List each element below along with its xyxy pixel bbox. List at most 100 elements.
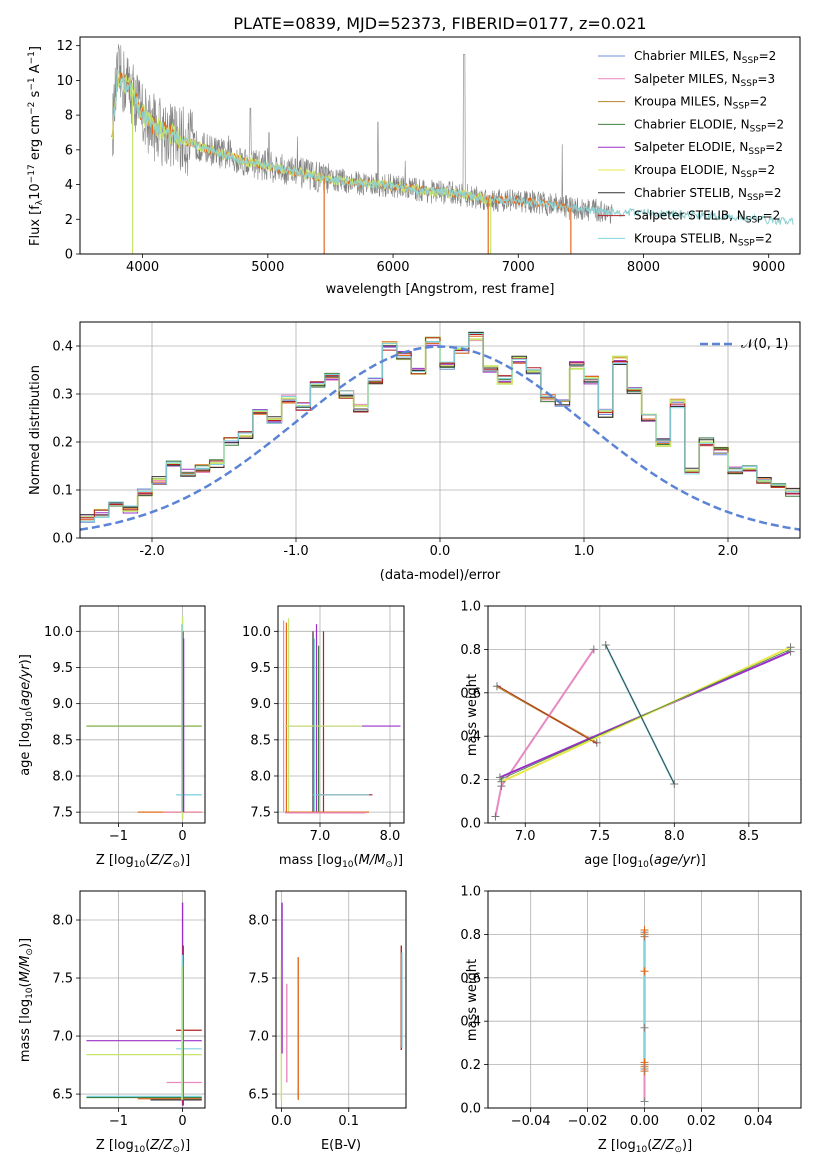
label-part: mass weight — [465, 959, 480, 1041]
label-part: 10 — [25, 987, 35, 999]
label-part: λ — [35, 199, 45, 205]
label-part: )] — [393, 853, 403, 868]
y-tick-label: 0.2 — [460, 773, 481, 788]
legend-sub: SSP — [738, 238, 755, 248]
residual-histogram-series — [80, 334, 800, 519]
x-tick-label: 8000 — [627, 260, 660, 275]
label-part: age [log — [584, 853, 637, 868]
x-tick-label: 0.0 — [430, 544, 451, 559]
axes-frame — [277, 605, 405, 824]
x-tick-label: 7.0 — [310, 829, 331, 844]
legend-suffix: =2 — [755, 231, 773, 245]
y-tick-label: 0.4 — [52, 340, 73, 355]
label-part: ( — [18, 706, 33, 711]
observed-spectrum-line — [112, 44, 613, 224]
normal-distribution-curve — [80, 345, 800, 531]
z-weight-point-marker — [640, 967, 649, 976]
x-tick-label: 8.0 — [380, 829, 401, 844]
label-part: ( — [145, 1138, 150, 1153]
age-weight-panel: 7.0 7.5 8.0 8.5 0.0 0.2 0.4 0.6 0.8 1.0 age [log10… — [460, 600, 802, 870]
x-tick-label: 5000 — [251, 260, 284, 275]
label-part: 10 — [134, 1145, 146, 1155]
plot-area — [86, 616, 202, 820]
label-part: age/yr — [18, 663, 33, 706]
y-tick-label: 0.1 — [52, 484, 73, 499]
label-part: )] — [180, 1138, 190, 1153]
label-part: 10 — [25, 711, 35, 723]
x-tick-label: 7.0 — [515, 829, 536, 844]
x-tick-label: 0.00 — [630, 1114, 659, 1129]
y-axis-label: Flux [fλ10−17 erg cm−2 s−1 A−1] — [27, 46, 45, 246]
legend-suffix: =2 — [766, 117, 784, 131]
legend-suffix: =2 — [763, 209, 781, 223]
y-tick-label: 6.5 — [52, 1088, 73, 1103]
label-part: Flux [f — [28, 205, 43, 246]
y-tick-label: 0 — [65, 248, 73, 263]
x-axis-label: wavelength [Angstrom, rest frame] — [326, 282, 555, 297]
y-tick-label: 10.0 — [44, 625, 73, 640]
y-tick-label: 10.0 — [242, 625, 271, 640]
y-tick-label: 0.8 — [460, 928, 481, 943]
plot-area — [280, 902, 403, 1100]
y-tick-label: 8.0 — [250, 769, 271, 784]
x-tick-label: 2.0 — [718, 544, 739, 559]
label-part: 10 — [134, 860, 146, 870]
y-tick-label: 0.0 — [52, 532, 73, 547]
legend-sub: SSP — [733, 102, 750, 112]
age-weight-point-marker — [492, 682, 501, 691]
y-tick-label: 4 — [65, 178, 73, 193]
label-part: ( — [354, 853, 359, 868]
z-weight-point-marker — [640, 1023, 649, 1032]
y-tick-label: 0.4 — [460, 730, 481, 745]
x-tick-label: 0.02 — [687, 1114, 716, 1129]
y-tick-label: 9.5 — [250, 661, 271, 676]
label-part: ⊙ — [25, 948, 35, 956]
legend-sub: SSP — [750, 124, 767, 134]
plot-area — [110, 44, 794, 254]
x-tick-label: −0.04 — [511, 1114, 551, 1129]
legend-suffix: =3 — [757, 72, 775, 86]
x-axis-label: E(B-V) — [321, 1138, 361, 1153]
label-part: ( — [18, 982, 33, 987]
y-tick-label: 8.0 — [52, 769, 73, 784]
label-part: E(B-V) — [321, 1138, 361, 1153]
z-age-panel: −1 07.58.08.59.09.510.0Z [log10(Z/Z⊙)]age… — [18, 605, 206, 870]
y-tick-label: 0.3 — [52, 388, 73, 403]
legend-suffix: =2 — [764, 186, 782, 200]
legend-sub: SSP — [742, 56, 759, 66]
x-tick-label: 9000 — [752, 260, 785, 275]
label-part: Z [log — [598, 1138, 636, 1153]
x-tick-label: 6000 — [376, 260, 409, 275]
label-part: −1 — [27, 77, 37, 90]
age-weight-point-marker — [670, 779, 679, 788]
label-part: erg cm — [28, 115, 43, 164]
x-tick-label: -2.0 — [139, 544, 164, 559]
y-tick-label: 7.5 — [52, 806, 73, 821]
y-axis-label: age [log10(age/yr)] — [18, 654, 35, 776]
z-weight-panel: −0.04 −0.02 0.00 0.02 0.04 0.0 0.2 0.4 0.6 0.8 1.0… — [460, 885, 802, 1155]
age-weight-point-marker — [495, 773, 504, 782]
z-weight-point-marker — [640, 926, 649, 935]
residual-panel: -2.0 -1.0 0.0 1.0 2.0 0.0 0.1 0.2 0.3 0.4 𝒩(0, 1) (… — [28, 321, 801, 583]
x-tick-label: 0 — [178, 1114, 186, 1129]
legend-entry: Chabrier ELODIE, NSSP=2 — [634, 117, 784, 134]
residual-histogram-series — [80, 336, 800, 519]
y-tick-label: 9.0 — [52, 697, 73, 712]
x-tick-label: 8.0 — [664, 829, 685, 844]
x-axis-label: (data-model)/error — [380, 568, 501, 583]
legend-entry: Chabrier MILES, NSSP=2 — [634, 49, 776, 66]
label-part: age/yr — [654, 853, 697, 868]
y-axis-label: Normed distribution — [28, 365, 43, 495]
label-part: wavelength [Angstrom, rest frame] — [326, 282, 555, 297]
y-tick-label: 7.0 — [248, 1030, 269, 1045]
label-part: )] — [696, 853, 706, 868]
axes-frame — [487, 890, 802, 1109]
figure-title: PLATE=0839, MJD=52373, FIBERID=0177, z=0… — [233, 14, 646, 33]
legend-name: Chabrier STELIB, N — [634, 186, 747, 200]
y-tick-label: 1.0 — [460, 600, 481, 615]
legend-suffix: =2 — [750, 95, 768, 109]
y-tick-label: 0.2 — [460, 1058, 481, 1073]
axes-frame — [79, 321, 801, 539]
label-part: ( — [649, 853, 654, 868]
x-tick-label: 4000 — [126, 260, 159, 275]
